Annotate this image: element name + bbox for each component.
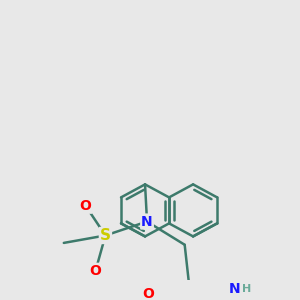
Text: O: O	[142, 287, 154, 300]
Text: H: H	[242, 284, 252, 294]
Text: S: S	[100, 228, 111, 243]
Text: O: O	[90, 264, 101, 278]
Text: N: N	[141, 214, 153, 229]
Text: N: N	[228, 282, 240, 296]
Text: O: O	[80, 199, 92, 213]
